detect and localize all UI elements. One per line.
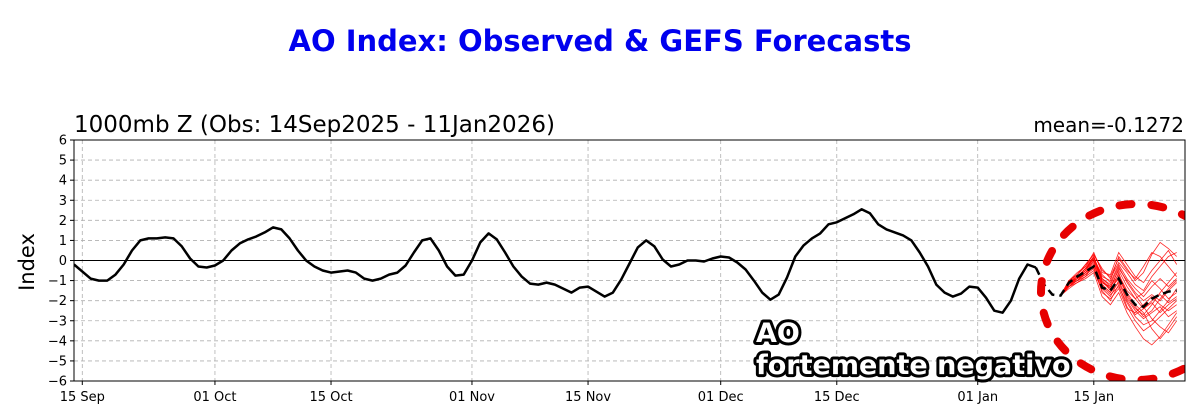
x-tick-label: 15 Jan [1073,390,1114,405]
x-tick-label: 15 Oct [309,390,352,405]
annotation-line-2: fortemente negativo [756,350,1071,381]
x-tick-label: 15 Sep [60,390,105,405]
y-tick-label: 4 [59,174,67,189]
y-tick-label: 3 [59,194,67,209]
chart-subtitle: 1000mb Z (Obs: 14Sep2025 - 11Jan2026) [74,112,555,138]
x-tick-label: 01 Oct [193,390,236,405]
x-tick-label: 01 Dec [698,390,744,405]
y-tick-label: 6 [59,134,67,149]
y-tick-label: −4 [48,334,67,349]
y-tick-label: 2 [59,214,67,229]
x-tick-label: 15 Nov [565,390,611,405]
x-tick-label: 01 Nov [449,390,495,405]
mean-label: mean=-0.1272 [1033,113,1184,137]
y-tick-label: −2 [48,294,67,309]
chart-title: AO Index: Observed & GEFS Forecasts [289,24,912,58]
ensemble-members [1060,241,1178,346]
x-axis-ticks: 15 Sep 01 Oct 15 Oct 01 Nov 15 Nov 01 Dec 15 D… [60,381,1114,405]
plot-frame [73,139,1186,382]
annotation-line-1: AO [756,318,800,349]
y-tick-label: 5 [59,154,67,169]
ensemble-member-line [1060,271,1178,346]
ensemble-member-line [1060,255,1178,334]
y-tick-label: −1 [48,274,67,289]
ensemble-member-line [1060,269,1177,332]
y-tick-label: 0 [59,254,67,269]
y-tick-label: 1 [59,234,67,249]
ensemble-member-line [1060,249,1178,296]
y-tick-label: −5 [48,354,67,369]
x-tick-label: 15 Dec [814,390,860,405]
forecast-mean-line [1034,264,1177,309]
y-axis-label: Index [15,233,39,291]
ensemble-member-line [1060,263,1178,326]
ensemble-member-line [1060,251,1178,296]
observed-line [74,208,1037,314]
y-tick-label: −3 [48,314,67,329]
y-axis-ticks: −6 −5 −4 −3 −2 −1 0 1 2 3 4 5 6 [48,134,74,390]
x-tick-label: 01 Jan [957,390,998,405]
y-tick-label: −6 [48,375,67,390]
highlight-circle [1037,200,1185,381]
